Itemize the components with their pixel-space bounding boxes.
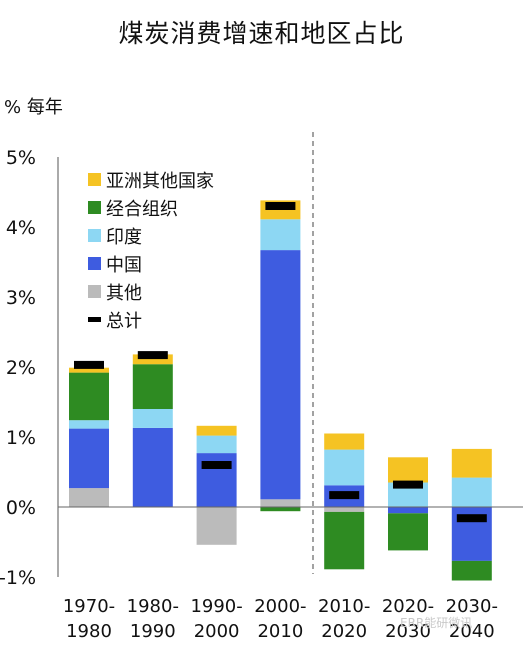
- legend-label: 中国: [106, 255, 142, 276]
- bar-segment: [451, 560, 492, 581]
- legend-swatch: [88, 257, 101, 270]
- bar-segment: [260, 499, 301, 507]
- x-tick-label: 2030: [385, 621, 431, 642]
- total-marker: [201, 461, 232, 469]
- total-marker: [137, 351, 168, 360]
- bar-segment: [69, 488, 109, 507]
- x-tick-label: 1970-: [63, 596, 115, 617]
- y-tick-label: 1%: [6, 427, 36, 449]
- legend-label: 经合组织: [106, 199, 178, 220]
- y-tick-label: -1%: [0, 567, 36, 589]
- bar-segment: [260, 250, 301, 500]
- legend-swatch: [88, 173, 101, 186]
- bar-segment: [451, 477, 492, 507]
- total-marker: [456, 514, 487, 523]
- chart-title: 煤炭消费增速和地区占比: [118, 19, 405, 48]
- bar-segment: [196, 425, 237, 436]
- y-tick-label: 4%: [6, 217, 36, 239]
- x-tick-label: 1990-: [190, 596, 242, 617]
- bar-segment: [324, 449, 365, 486]
- bar-segment: [69, 428, 109, 489]
- total-marker: [265, 202, 296, 210]
- y-tick-label: 3%: [6, 287, 36, 309]
- legend-swatch-total: [88, 317, 101, 322]
- bar-segment: [451, 448, 492, 478]
- bar-segment: [388, 507, 428, 514]
- bar-segment: [132, 427, 173, 507]
- legend-swatch: [88, 229, 101, 242]
- legend-label: 亚洲其他国家: [106, 171, 214, 192]
- x-tick-label: 2040: [449, 621, 495, 642]
- bar-segment: [388, 457, 428, 483]
- x-tick-label: 2020: [321, 621, 367, 642]
- x-tick-label: 2010-: [318, 596, 370, 617]
- total-marker: [74, 360, 104, 369]
- legend-label: 印度: [106, 227, 142, 248]
- x-tick-label: 2000-: [254, 596, 306, 617]
- x-tick-label: 1990: [130, 621, 176, 642]
- x-tick-label: 1980-: [127, 596, 179, 617]
- legend-swatch: [88, 285, 101, 298]
- total-markers: [74, 202, 487, 523]
- axes: -1% 0% 1% 2% 3% 4% 5% 1970- 1980 1980- 1990 1990- 20…: [0, 132, 523, 642]
- x-tick-label: 1980: [66, 621, 112, 642]
- bar-segment: [69, 367, 109, 373]
- y-tick-label: 0%: [6, 497, 36, 519]
- y-tick-label: 2%: [6, 357, 36, 379]
- total-marker: [393, 480, 423, 489]
- x-tick-label: 2000: [194, 621, 240, 642]
- bar-segment: [260, 219, 301, 251]
- x-tick-label: 2030-: [446, 596, 498, 617]
- bar-segment: [132, 354, 173, 365]
- bar-segment: [196, 507, 237, 545]
- bar-segment: [260, 507, 301, 512]
- bar-segment: [324, 507, 365, 512]
- watermark: ERR能研微讯: [400, 616, 473, 630]
- bar-segment: [69, 372, 109, 421]
- bar-segment: [196, 435, 237, 454]
- x-tick-label: 2010: [257, 621, 303, 642]
- bar-segment: [132, 364, 173, 409]
- bar-segment: [324, 433, 365, 450]
- bar-segment: [132, 409, 173, 428]
- legend-label: 总计: [106, 311, 142, 332]
- bar-segment: [324, 511, 365, 570]
- bar-segment: [69, 420, 109, 429]
- legend-swatch: [88, 201, 101, 214]
- total-marker: [329, 491, 360, 500]
- legend-label: 其他: [106, 283, 142, 304]
- y-tick-label: 5%: [6, 147, 36, 169]
- bar-segment: [388, 513, 428, 551]
- y-axis-unit-label: % 每年: [4, 97, 63, 118]
- x-tick-label: 2020-: [382, 596, 434, 617]
